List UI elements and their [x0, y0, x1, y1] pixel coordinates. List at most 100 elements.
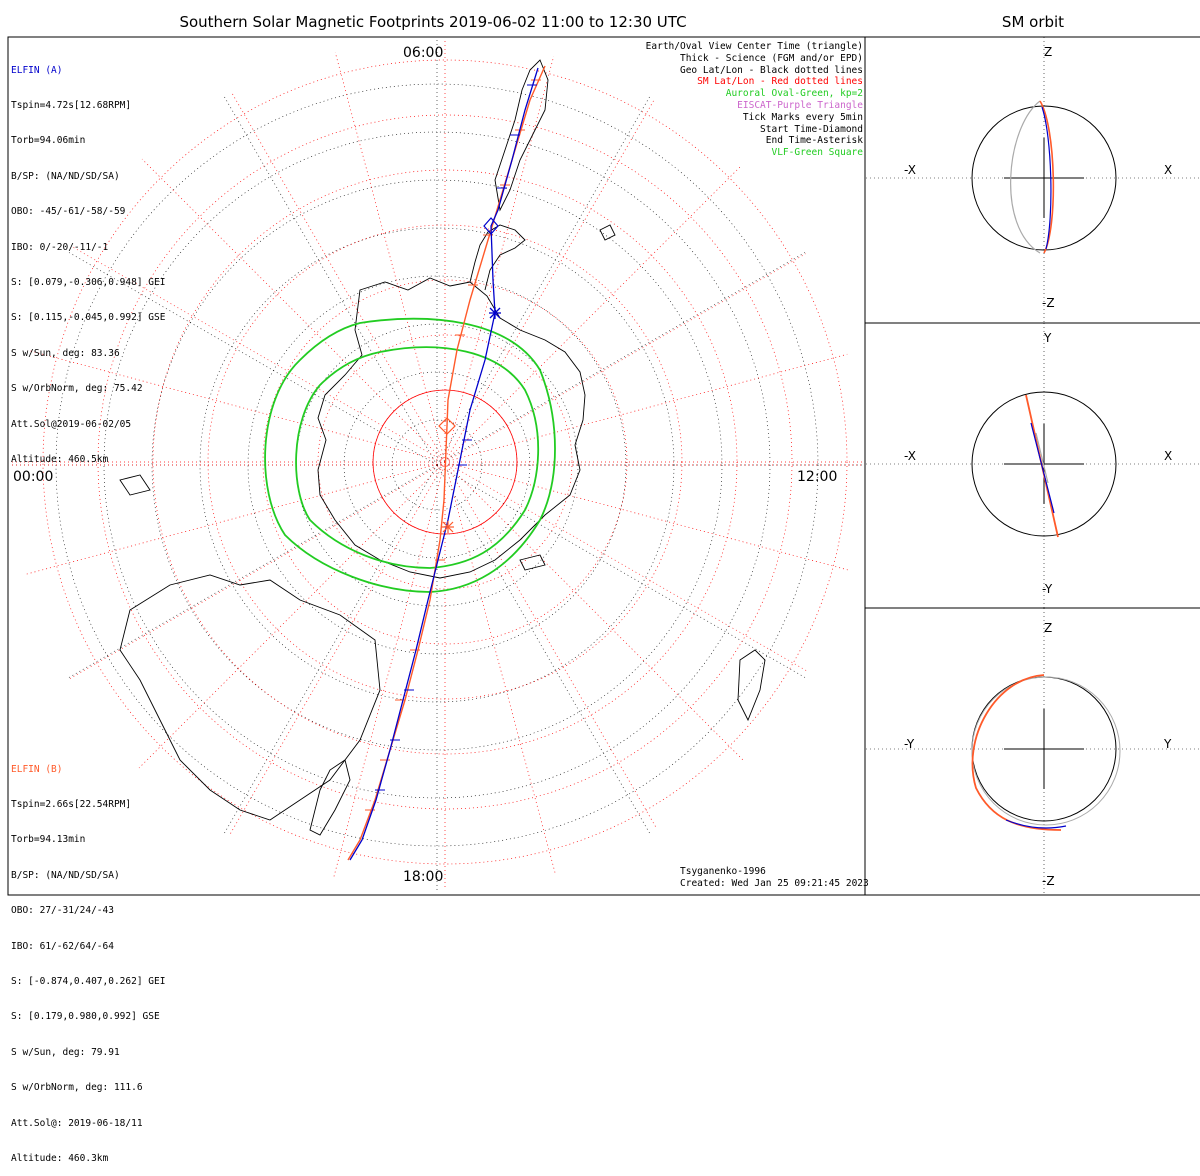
elfin-a-start-diamond: [483, 217, 499, 235]
elfin-a-track: [349, 67, 539, 861]
axis-label-left: -X: [904, 163, 916, 177]
elfin-b-start-diamond: [438, 417, 456, 435]
axis-label-left: -X: [904, 449, 916, 463]
sm-lon-line: [444, 347, 862, 463]
sm-lat-circle: [262, 279, 628, 645]
orbit-grey: [1035, 432, 1049, 484]
orbit-title: SM orbit: [1001, 13, 1065, 31]
legend-item: End Time-Asterisk: [765, 135, 863, 147]
map-frame: [7, 36, 866, 896]
elfin-a-line: OBO: -45/-61/-58/-59: [11, 206, 126, 218]
axis-label-top: Y: [1044, 331, 1052, 345]
orbit-panel-yz: Z -Z -Y Y: [866, 608, 1200, 894]
elfin-b-info: ELFIN (B) Tspin=2.66s[22.54RPM] Torb=94.…: [11, 740, 165, 1176]
sm-lat-circle: [97, 114, 793, 810]
geo-lon-line: [436, 464, 658, 847]
axis-label-bottom: -Z: [1042, 874, 1055, 888]
island-2: [599, 224, 616, 241]
sm-lon-line: [224, 461, 446, 844]
sm-lon-line: [444, 80, 666, 463]
legend-item: Start Time-Diamond: [760, 123, 863, 135]
orbit-a: [1030, 422, 1055, 514]
elfin-b-line: OBO: 27/-31/24/-43: [11, 905, 114, 917]
orbit-panel-xz-svg: [866, 37, 1200, 323]
sm-lon-line: [133, 150, 446, 463]
elfin-a-name: ELFIN (A): [11, 64, 63, 76]
page-title: Southern Solar Magnetic Footprints 2019-…: [179, 13, 687, 31]
elfin-a-line: Att.Sol@2019-06-02/05: [11, 418, 132, 430]
sm-lon-line: [444, 461, 757, 774]
antarctic-peninsula: [469, 224, 526, 291]
orbit-panel-xy-svg: [866, 323, 1200, 609]
elfin-a-line: Tspin=4.72s[12.68RPM]: [11, 99, 132, 111]
legend-item: EISCAT-Purple Triangle: [737, 99, 863, 111]
elfin-b-line: S w/Sun, deg: 79.91: [11, 1046, 120, 1058]
elfin-b-line: Altitude: 460.3km: [11, 1152, 109, 1164]
auroral-oval: [264, 317, 556, 593]
legend-item: Thick - Science (FGM and/or EPD): [679, 52, 863, 64]
elfin-a-line: S w/Sun, deg: 83.36: [11, 347, 120, 359]
sm-lon-line: [19, 461, 446, 577]
sm-lon-line: [444, 461, 862, 577]
orbit-a: [1041, 106, 1052, 250]
orbit-panel-xy: Y -Y -X X: [866, 323, 1200, 609]
elfin-b-end-asterisk: [442, 521, 454, 533]
sm-lon-line: [63, 461, 446, 683]
auroral-oval-inner: [295, 346, 540, 569]
earth-circle: [971, 105, 1117, 251]
mlt-label-18: 18:00: [403, 869, 444, 885]
elfin-b-line: Torb=94.13min: [11, 834, 86, 846]
sm-lon-line: [330, 40, 446, 463]
legend-item: Geo Lat/Lon - Black dotted lines: [679, 64, 863, 76]
model-name: Tsyganenko-1996: [680, 866, 766, 877]
elfin-b-line: S: [-0.874,0.407,0.262] GEI: [11, 975, 166, 987]
geo-lon-line: [55, 464, 438, 686]
markers: [438, 217, 501, 533]
sm-lon-line: [133, 461, 446, 774]
elfin-a-line: IBO: 0/-20/-11/-1: [11, 241, 109, 253]
elfin-b-line: Tspin=2.66s[22.54RPM]: [11, 798, 132, 810]
elfin-a-line: B/SP: (NA/ND/SD/SA): [11, 170, 120, 182]
axis-label-right: Y: [1164, 737, 1172, 751]
elfin-a-line: Torb=94.06min: [11, 135, 86, 147]
coastlines: [119, 59, 766, 836]
elfin-b-line: S w/OrbNorm, deg: 111.6: [11, 1082, 143, 1094]
orbit-grey: [1010, 100, 1041, 254]
legend-item: Auroral Oval-Green, kp=2: [725, 88, 863, 100]
orbit-a: [1005, 819, 1067, 829]
created-timestamp: Created: Wed Jan 25 09:21:45 2023: [680, 877, 869, 889]
africa-tip: [737, 649, 766, 722]
elfin-a-line: S w/OrbNorm, deg: 75.42: [11, 383, 143, 395]
island-1: [119, 474, 151, 496]
axis-label-top: Z: [1044, 45, 1053, 59]
sm-grid: [12, 40, 862, 890]
legend: Earth/Oval View Center Time (triangle) T…: [646, 41, 863, 159]
geo-lon-line: [216, 464, 438, 847]
orbit-b: [971, 674, 1062, 831]
elfin-b-track: [347, 65, 546, 861]
elfin-a-track-line: [349, 67, 539, 861]
elfin-a-line: S: [0.115,-0.045,0.992] GSE: [11, 312, 166, 324]
sm-lon-line: [224, 80, 446, 463]
geo-lon-line: [436, 244, 819, 466]
mlt-label-06: 06:00: [403, 45, 444, 61]
axis-label-right: X: [1164, 163, 1173, 177]
south-america-tip: [494, 59, 549, 212]
geo-lon-line: [216, 83, 438, 466]
earth-circle: [971, 391, 1117, 537]
elfin-b-name: ELFIN (B): [11, 763, 63, 775]
geo-lon-line: [436, 464, 819, 686]
orbit-panel-xz: Z -Z -X X: [866, 37, 1200, 323]
legend-item: Earth/Oval View Center Time (triangle): [645, 41, 863, 52]
sm-lat-circle: [42, 59, 848, 865]
new-zealand: [309, 759, 351, 836]
axis-label-bottom: -Z: [1042, 296, 1055, 310]
footer: Tsyganenko-1996 Created: Wed Jan 25 09:2…: [680, 866, 869, 890]
legend-item: SM Lat/Lon - Red dotted lines: [697, 76, 863, 88]
legend-item: VLF-Green Square: [771, 147, 863, 159]
axis-label-right: X: [1164, 449, 1173, 463]
orbit-grey: [971, 676, 1121, 826]
footprint-map: [7, 36, 1200, 896]
orbit-panel-yz-svg: [866, 608, 1200, 894]
sm-lon-line: [444, 150, 757, 463]
